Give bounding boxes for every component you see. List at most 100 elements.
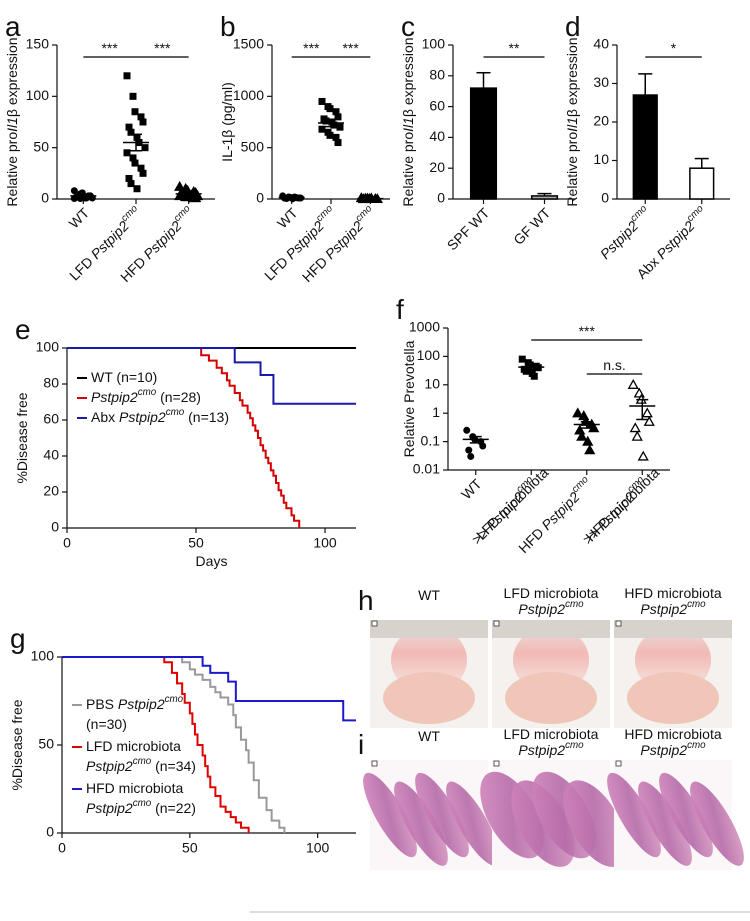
x-tick-label: WT <box>65 204 92 231</box>
x-axis-label: Days <box>196 553 228 569</box>
point <box>627 378 639 389</box>
significance-label: *** <box>154 40 171 56</box>
point <box>174 190 186 201</box>
y-tick-label: 10 <box>593 151 609 167</box>
photo-caption: Pstpip2cmo <box>518 599 584 617</box>
legend-label: Pstpip2cmo (n=22) <box>86 798 196 816</box>
x-tick-label: WT <box>274 204 301 231</box>
panel-letter: h <box>358 585 374 616</box>
y-tick-label: 40 <box>429 128 445 144</box>
point <box>584 444 596 455</box>
y-tick-label: 40 <box>593 36 609 52</box>
legend-label: WT (n=10) <box>91 369 157 385</box>
point <box>131 159 139 167</box>
y-axis-label: Relative proIl1β expression <box>564 37 580 206</box>
point <box>465 446 473 454</box>
point <box>334 139 342 147</box>
legend-label: Abx Pstpip2cmo (n=13) <box>91 407 229 425</box>
point <box>637 450 649 461</box>
point <box>127 128 135 136</box>
y-tick-label: 1500 <box>233 36 264 52</box>
point <box>326 131 334 139</box>
legend-label: PBS Pstpip2cmo <box>86 694 184 712</box>
panel-letter: e <box>15 314 31 345</box>
point <box>522 367 530 375</box>
point <box>582 435 594 446</box>
y-tick-label: 100 <box>417 347 441 363</box>
histology-detail <box>394 781 448 866</box>
point <box>633 387 645 398</box>
bar <box>632 94 658 200</box>
point <box>365 192 377 203</box>
legend-label: Pstpip2cmo (n=28) <box>91 387 201 405</box>
point <box>139 118 147 126</box>
point <box>631 430 643 441</box>
y-tick-label: 1000 <box>409 319 440 335</box>
survival-curve <box>62 656 250 833</box>
point <box>70 194 78 202</box>
point <box>322 117 330 125</box>
x-tick-label: 0 <box>63 535 71 551</box>
y-axis-label: %Disease free <box>9 699 25 790</box>
x-tick-label: Pstpip2cmo <box>595 203 654 262</box>
scale-marker <box>615 760 622 767</box>
point <box>479 442 487 450</box>
bar <box>469 87 498 200</box>
point <box>182 191 194 202</box>
panel-letter: g <box>10 623 26 654</box>
paw-photo-detail <box>614 620 732 638</box>
survival-curve <box>62 656 286 833</box>
legend-label: (n=30) <box>86 716 127 732</box>
point <box>123 72 131 80</box>
point <box>129 154 137 162</box>
photo-caption: LFD microbiota <box>504 726 599 742</box>
photo-caption: WT <box>418 587 440 603</box>
bar <box>530 195 559 200</box>
panel-letter: b <box>220 11 236 42</box>
y-tick-label: 500 <box>241 138 265 154</box>
x-tick-label: 0 <box>58 840 66 856</box>
point <box>463 426 471 434</box>
significance-label: *** <box>101 40 118 56</box>
y-tick-label: 40 <box>43 447 59 463</box>
significance-label: * <box>671 40 677 56</box>
point <box>123 149 131 157</box>
panel-letter: f <box>396 294 404 325</box>
y-tick-label: 60 <box>429 97 445 113</box>
survival-curve <box>67 347 356 405</box>
y-axis-label: Relative Prevotella <box>401 340 417 457</box>
point <box>336 123 344 131</box>
y-tick-label: 50 <box>33 138 49 154</box>
y-tick-label: 100 <box>36 339 60 355</box>
y-tick-label: 1 <box>432 404 440 420</box>
y-tick-label: 0 <box>601 190 609 206</box>
point <box>572 407 584 418</box>
point <box>137 113 145 121</box>
scale-marker <box>493 620 500 627</box>
point <box>334 113 342 121</box>
x-tick-label: 100 <box>313 535 337 551</box>
point <box>131 108 139 116</box>
histology-detail <box>563 780 627 867</box>
point <box>318 97 326 105</box>
point <box>467 452 475 460</box>
histology-detail <box>363 772 417 858</box>
histology-detail <box>638 781 692 866</box>
y-tick-label: 30 <box>593 74 609 90</box>
point <box>530 372 538 380</box>
y-tick-label: 20 <box>593 113 609 129</box>
point <box>643 415 655 426</box>
point <box>139 169 147 177</box>
y-tick-label: 0 <box>51 519 59 535</box>
legend-label: Pstpip2cmo (n=34) <box>86 756 196 774</box>
x-tick-label: WT <box>458 475 485 502</box>
significance-label: *** <box>579 323 596 339</box>
survival-curve <box>67 347 301 528</box>
significance-label: n.s. <box>603 357 626 373</box>
significance-label: *** <box>303 40 320 56</box>
histology-detail <box>607 772 661 858</box>
survival-curve <box>62 656 356 722</box>
y-tick-label: 150 <box>26 36 50 52</box>
photo-caption: HFD microbiota <box>624 726 721 742</box>
